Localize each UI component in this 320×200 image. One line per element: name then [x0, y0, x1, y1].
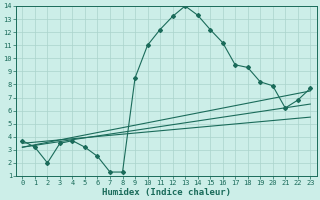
X-axis label: Humidex (Indice chaleur): Humidex (Indice chaleur) — [102, 188, 231, 197]
